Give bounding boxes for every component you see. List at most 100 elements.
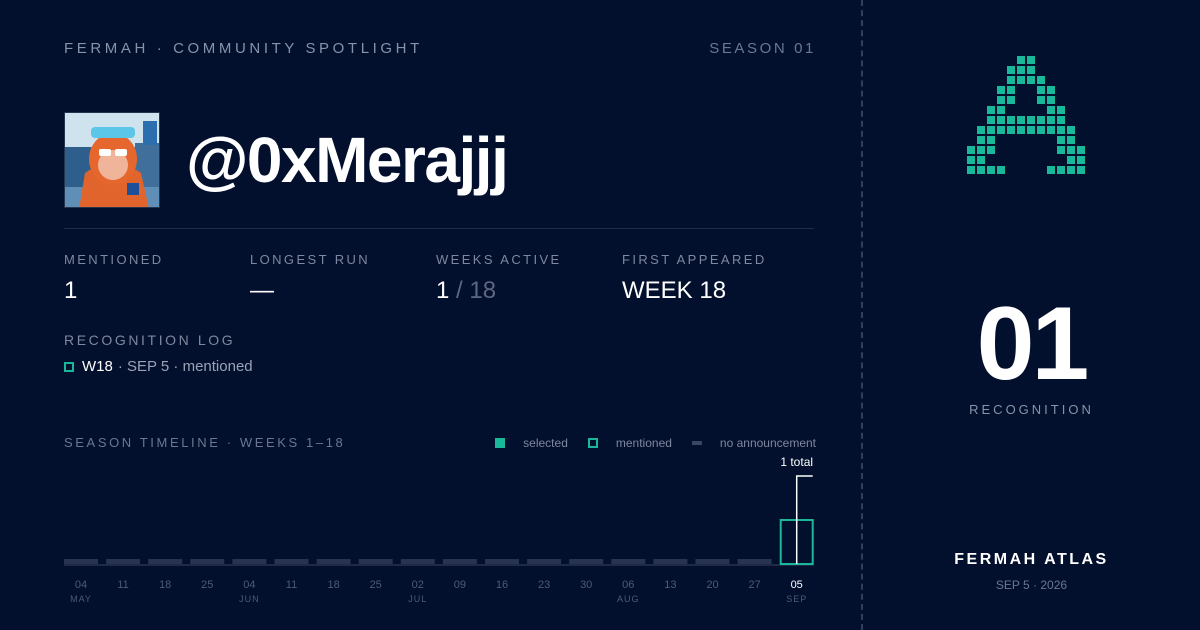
timeline-tick-label: 02: [412, 579, 424, 591]
avatar-photo-icon: [65, 113, 159, 207]
divider-rule: [64, 228, 814, 229]
logo-pixel: [987, 106, 995, 114]
timeline-tick-label: 13: [664, 579, 676, 591]
logo-pixel: [1037, 126, 1045, 134]
timeline-tick-label: 11: [117, 579, 128, 591]
stat-label: MENTIONED: [64, 252, 164, 267]
legend-none: no announcement: [691, 436, 816, 450]
logo-pixel: [1067, 126, 1075, 134]
logo-pixel: [1057, 106, 1065, 114]
timeline-week-bar: [611, 559, 646, 564]
log-entry-week: W18: [82, 358, 113, 375]
stat-value-main: WEEK 18: [622, 277, 727, 304]
summary-panel: 01 RECOGNITION FERMAH ATLAS SEP 5 · 2026: [863, 0, 1200, 630]
logo-pixel: [1057, 146, 1065, 154]
stat-value-main: 1: [436, 277, 450, 304]
logo-pixel: [1027, 126, 1035, 134]
logo-pixel: [1047, 96, 1055, 104]
logo-pixel: [1067, 156, 1075, 164]
log-entry: W18 · SEP 5 · mentioned: [64, 358, 253, 375]
timeline-tick-label: 11: [286, 579, 297, 591]
avatar: [64, 112, 160, 208]
timeline-week-bar: [442, 559, 477, 564]
logo-pixel: [987, 166, 995, 174]
timeline-month-label: SEP: [786, 594, 807, 604]
logo-pixel: [997, 86, 1005, 94]
timeline-week-bar: [190, 559, 225, 564]
timeline-month-label: JUN: [239, 594, 260, 604]
logo-pixel: [1007, 126, 1015, 134]
stat-label: LONGEST RUN: [250, 252, 371, 267]
timeline-week-bar: [485, 559, 519, 564]
fermah-pixel-a-logo-icon: [967, 56, 1085, 174]
no-announcement-dash-icon: [691, 441, 702, 445]
timeline-tick-label: 09: [454, 579, 466, 591]
logo-pixel: [997, 126, 1005, 134]
recognition-log-title: RECOGNITION LOG: [64, 332, 236, 348]
timeline-week-bar: [358, 559, 393, 564]
season-label: SEASON 01: [709, 40, 816, 57]
stat-value: 1: [64, 277, 164, 305]
footer-title: FERMAH ATLAS: [954, 551, 1109, 568]
recognition-count: 01: [976, 286, 1090, 402]
legend-none-label: no announcement: [719, 436, 816, 450]
timeline-month-label: AUG: [617, 594, 640, 604]
logo-pixel: [987, 126, 995, 134]
timeline-tick-label: 23: [538, 579, 550, 591]
timeline-tick-label: 18: [327, 579, 339, 591]
timeline-month-label: MAY: [70, 594, 92, 604]
logo-pixel: [977, 126, 985, 134]
stat-first-appeared: FIRST APPEARED WEEK 18: [622, 252, 767, 305]
timeline-legend: selected mentioned no announcement: [475, 436, 816, 450]
logo-pixel: [1047, 116, 1055, 124]
logo-pixel: [1037, 96, 1045, 104]
timeline-tick-label: 25: [370, 579, 382, 591]
logo-pixel: [1047, 126, 1055, 134]
logo-pixel: [1057, 116, 1065, 124]
logo-pixel: [987, 136, 995, 144]
stat-value-main: 1: [64, 277, 78, 304]
logo-pixel: [967, 146, 975, 154]
logo-pixel: [1017, 126, 1025, 134]
logo-pixel: [1057, 136, 1065, 144]
logo-pixel: [1047, 86, 1055, 94]
timeline-tick-label: 27: [748, 579, 760, 591]
logo-pixel: [997, 166, 1005, 174]
stat-longest-run: LONGEST RUN —: [250, 252, 370, 305]
logo-pixel: [1077, 146, 1085, 154]
logo-pixel: [1047, 166, 1055, 174]
logo-pixel: [977, 166, 985, 174]
dashed-divider: [861, 0, 863, 630]
user-handle: @0xMerajjj: [186, 124, 509, 196]
timeline-week-bar: [527, 559, 562, 564]
timeline-tick-label: 20: [706, 579, 718, 591]
timeline-tick-label: 06: [622, 579, 634, 591]
recognition-label: RECOGNITION: [969, 402, 1094, 417]
timeline-week-bar: [569, 559, 604, 564]
logo-pixel: [1007, 66, 1015, 74]
logo-pixel: [1027, 76, 1035, 84]
timeline-title: SEASON TIMELINE · WEEKS 1–18: [64, 435, 346, 450]
logo-pixel: [987, 116, 995, 124]
logo-pixel: [1017, 66, 1025, 74]
timeline-week-bar: [695, 559, 730, 564]
logo-pixel: [1027, 66, 1035, 74]
logo-pixel: [1027, 116, 1035, 124]
logo-pixel: [977, 136, 985, 144]
timeline-week-bar: [232, 559, 267, 564]
logo-pixel: [1037, 86, 1045, 94]
cumulative-total-label: 1 total: [780, 455, 813, 469]
timeline-week-bar: [274, 559, 309, 564]
log-entry-detail: · SEP 5 · mentioned: [117, 358, 253, 375]
timeline-week-bar: [64, 559, 98, 564]
timeline-tick-label: 04: [243, 579, 255, 591]
logo-pixel: [977, 156, 985, 164]
logo-pixel: [1007, 76, 1015, 84]
logo-pixel: [967, 166, 975, 174]
timeline-tick-label: 25: [201, 579, 213, 591]
legend-mentioned-label: mentioned: [615, 436, 672, 450]
timeline-month-label: JUL: [408, 594, 427, 604]
timeline-tick-label: 04: [75, 579, 87, 591]
logo-pixel: [1057, 126, 1065, 134]
timeline-tick-label: 18: [159, 579, 171, 591]
